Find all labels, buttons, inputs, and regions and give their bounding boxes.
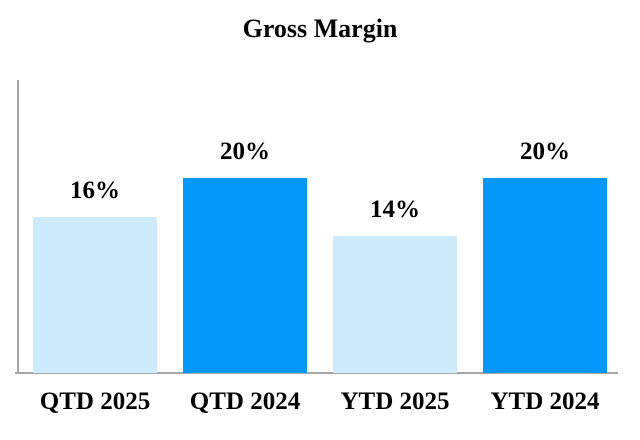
bar-qtd-2024 — [183, 178, 307, 373]
bar-value-label-ytd-2025: 14% — [370, 196, 420, 223]
category-label-qtd-2024: QTD 2024 — [189, 388, 301, 415]
bar-qtd-2025 — [33, 217, 157, 373]
category-label-qtd-2025: QTD 2025 — [39, 388, 151, 415]
bar-ytd-2025 — [333, 236, 457, 373]
category-label-ytd-2024: YTD 2024 — [490, 388, 600, 415]
y-axis-line — [17, 80, 19, 374]
bar-ytd-2024 — [483, 178, 607, 373]
x-axis-line — [15, 372, 618, 374]
category-label-ytd-2025: YTD 2025 — [340, 388, 450, 415]
bar-value-label-qtd-2025: 16% — [70, 177, 120, 204]
chart-title: Gross Margin — [242, 14, 398, 43]
bar-value-label-qtd-2024: 20% — [220, 138, 270, 165]
bar-value-label-ytd-2024: 20% — [520, 138, 570, 165]
